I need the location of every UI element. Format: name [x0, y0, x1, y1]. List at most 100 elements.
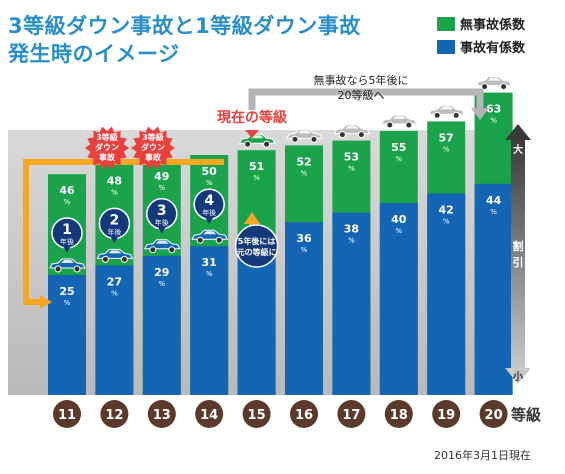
current-grade-marker [245, 130, 259, 138]
unit-label-accident-19: % [443, 217, 450, 225]
unit-label-accident-15: % [253, 261, 260, 269]
grade-circle-16 [290, 400, 318, 428]
grade-label-15: 15 [248, 408, 266, 423]
bar-no-accident-19 [427, 121, 466, 396]
back-after-5yr-line1: 5年後には [238, 236, 276, 246]
current-grade-label: 現在の等級 [217, 109, 287, 126]
note-no-accident-line1: 無事故なら5年後に [314, 73, 409, 87]
grade-circle-11 [53, 400, 81, 428]
value-label-accident-16: 36 [296, 232, 312, 245]
unit-label-accident-17: % [348, 237, 355, 245]
year-marker-suffix-4: 年後 [202, 208, 216, 217]
bar-no-accident-17 [332, 140, 371, 395]
year-marker-number-2: 2 [110, 212, 120, 228]
year-marker-tail-1 [63, 246, 71, 253]
value-label-no-accident-12: 48 [107, 175, 122, 188]
chart-title-line2: 発生時のイメージ [8, 42, 180, 66]
grade-circle-18 [384, 400, 413, 428]
bar-accident-20 [474, 183, 513, 395]
year-marker-3 [146, 198, 178, 230]
unit-label-accident-18: % [395, 227, 402, 235]
arrow-to-20-path [248, 88, 484, 110]
bar-accident-13 [142, 255, 181, 395]
car-icon-future-20 [475, 76, 513, 91]
bar-no-accident-18 [379, 131, 418, 395]
burst-three-down-1: 3等級ダウン事故 [85, 126, 129, 170]
value-label-no-accident-15: 51 [249, 160, 264, 173]
discount-scale-label-1: 割 [513, 239, 524, 253]
bar-no-accident-15 [237, 150, 276, 395]
year-marker-number-3: 3 [157, 203, 167, 219]
grade-label-20: 20 [485, 408, 503, 423]
value-label-accident-20: 44 [486, 194, 502, 207]
value-label-accident-11: 25 [59, 285, 74, 298]
grade-label-11: 11 [58, 408, 76, 423]
bar-no-accident-12 [95, 164, 134, 395]
legend-swatch-green [437, 16, 455, 31]
year-marker-2 [98, 207, 131, 240]
unit-label-accident-12: % [111, 289, 118, 297]
note-no-accident-line2: 20等級へ [338, 88, 385, 102]
car-icon-accident-12 [96, 248, 134, 263]
value-label-accident-17: 38 [344, 223, 359, 236]
grade-circle-15 [242, 400, 271, 428]
value-label-no-accident-11: 46 [59, 184, 75, 197]
year-marker-tail-2 [110, 236, 119, 244]
year-marker-number-1: 1 [62, 222, 72, 238]
bar-no-accident-11 [48, 174, 86, 395]
value-label-accident-18: 40 [391, 213, 407, 226]
discount-scale-bottom-label: 小 [512, 370, 523, 383]
unit-label-accident-16: % [301, 246, 308, 254]
unit-label-accident-11: % [64, 299, 71, 307]
value-label-no-accident-16: 52 [296, 155, 311, 168]
unit-label-no-accident-11: % [64, 198, 71, 206]
unit-label-no-accident-16: % [301, 169, 308, 177]
bar-accident-17 [332, 212, 371, 395]
car-icon-accident-13 [143, 239, 181, 254]
bar-no-accident-14 [190, 155, 229, 395]
grade-label-13: 13 [153, 408, 171, 423]
burst-three-down-2-line-1: ダウン [141, 142, 165, 152]
chart-panel [8, 130, 508, 395]
unit-label-no-accident-17: % [348, 165, 355, 173]
legend-label-no-accident: 無事故係数 [460, 18, 526, 33]
unit-label-no-accident-12: % [111, 189, 118, 197]
value-label-no-accident-14: 50 [202, 165, 218, 178]
car-icon-accident-11 [49, 258, 86, 273]
grade-label-16: 16 [295, 408, 313, 423]
unit-label-accident-14: % [206, 270, 213, 278]
x-axis-label: 等級 [511, 406, 541, 424]
year-marker-tail-3 [157, 226, 166, 234]
grade-circle-13 [147, 400, 176, 428]
discount-scale-bar [511, 138, 525, 370]
grade-label-12: 12 [105, 408, 123, 423]
grade-circle-19 [432, 400, 461, 428]
year-marker-1 [51, 217, 83, 249]
unit-label-no-accident-15: % [253, 174, 260, 182]
year-marker-4 [193, 188, 225, 220]
unit-label-no-accident-20: % [490, 117, 497, 125]
back-after-5yr-badge [234, 224, 279, 268]
car-icon-future-18 [380, 114, 418, 129]
year-marker-suffix-3: 年後 [155, 218, 169, 227]
bar-accident-11 [48, 275, 86, 395]
burst-three-down-1-line-0: 3等級 [96, 132, 118, 142]
car-icon-accident-14 [191, 229, 229, 244]
value-label-no-accident-18: 55 [391, 141, 406, 154]
grade-circle-20 [479, 400, 508, 428]
discount-scale-top-label: 大 [513, 143, 523, 156]
value-label-no-accident-19: 57 [439, 131, 454, 144]
year-marker-number-4: 4 [204, 193, 214, 209]
bar-no-accident-20 [474, 92, 513, 395]
bar-accident-15 [237, 236, 276, 395]
legend-item-no-accident: 無事故係数 [437, 14, 525, 33]
arrow-back-up-head [244, 212, 260, 224]
burst-three-down-2-line-0: 3等級 [142, 132, 164, 142]
unit-label-no-accident-13: % [158, 184, 165, 192]
grade-circle-12 [100, 400, 129, 428]
value-label-accident-19: 42 [439, 203, 454, 216]
value-label-no-accident-20: 63 [486, 103, 501, 116]
bar-accident-12 [95, 265, 134, 395]
